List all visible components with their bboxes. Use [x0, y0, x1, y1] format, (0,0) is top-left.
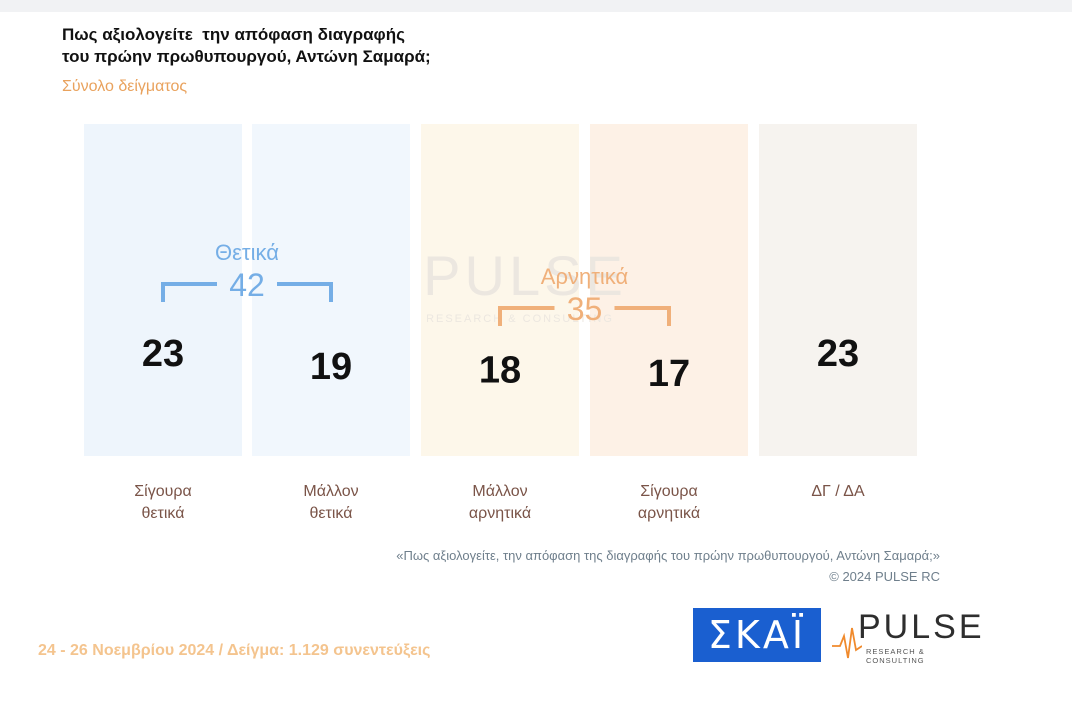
category-label: Μάλλον — [472, 483, 527, 500]
category-label: αρνητικά — [638, 505, 700, 522]
bar — [767, 380, 909, 456]
data-label: 19 — [310, 346, 352, 388]
data-label: 18 — [479, 350, 521, 392]
skai-logo-text: ΣΚΑΪ — [707, 613, 807, 657]
title-line-2: του πρώην πρωθυπουργού, Αντώνη Σαμαρά; — [62, 47, 431, 66]
category-label: Σίγουρα — [640, 483, 697, 500]
bar — [598, 399, 740, 456]
group-bracket — [161, 282, 333, 302]
watermark-text: PULSE — [423, 244, 627, 307]
copyright: © 2024 PULSE RC — [829, 569, 940, 584]
category-label: ΔΓ / ΔΑ — [811, 483, 865, 500]
category-label: θετικά — [310, 505, 353, 522]
group-label: Θετικά — [215, 240, 279, 265]
category-label: θετικά — [142, 505, 185, 522]
pulse-wave-icon — [832, 627, 862, 659]
category-label: Μάλλον — [303, 483, 358, 500]
title-line-1: Πως αξιολογείτε την απόφαση διαγραφής — [62, 25, 405, 44]
bar — [429, 396, 571, 456]
group-value: 35 — [567, 291, 603, 327]
data-label: 23 — [142, 333, 184, 375]
group-bracket — [498, 306, 671, 326]
question-note: «Πως αξιολογείτε, την απόφαση της διαγρα… — [396, 548, 940, 563]
group-label: Αρνητικά — [541, 264, 629, 289]
top-band — [0, 0, 1072, 12]
data-label: 17 — [648, 353, 690, 395]
data-label: 23 — [817, 333, 859, 375]
pulse-logo-subtitle: RESEARCH & CONSULTING — [866, 647, 925, 665]
chart-title: Πως αξιολογείτε την απόφαση διαγραφής το… — [62, 24, 542, 68]
bar — [92, 380, 234, 456]
chart-subtitle: Σύνολο δείγματος — [62, 78, 188, 95]
skai-logo: ΣΚΑΪ — [693, 608, 821, 662]
bar — [260, 393, 402, 456]
category-label: αρνητικά — [469, 505, 531, 522]
survey-footer: 24 - 26 Νοεμβρίου 2024 / Δείγμα: 1.129 σ… — [38, 642, 431, 659]
category-label: Σίγουρα — [134, 483, 191, 500]
pulse-logo-text: PULSE — [858, 608, 985, 646]
group-value: 42 — [229, 267, 265, 303]
pulse-logo: PULSE RESEARCH & CONSULTING — [832, 606, 982, 666]
watermark-subtext: RESEARCH & CONSULTING — [426, 313, 614, 325]
